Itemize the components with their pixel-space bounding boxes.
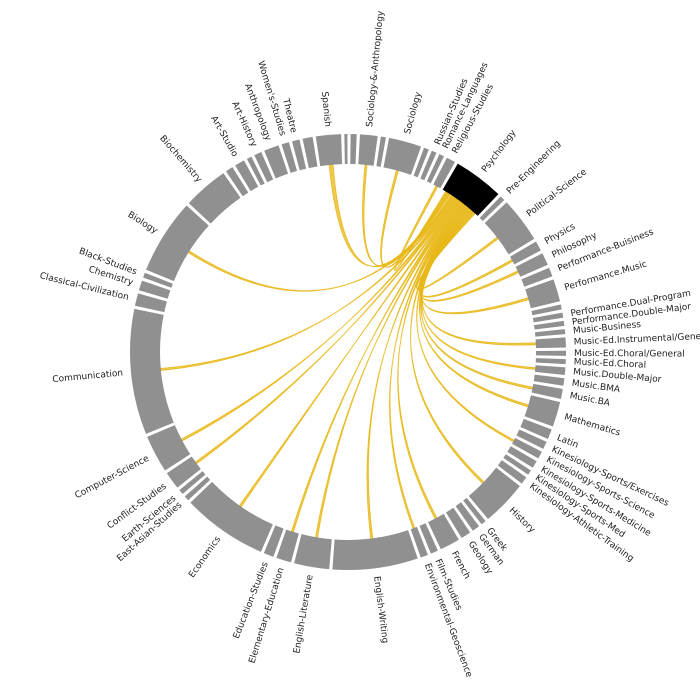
- segment-classical-civilization: [134, 293, 167, 313]
- segment-sociology-anthropology: [358, 134, 378, 166]
- segment-music-business: [534, 329, 566, 337]
- segment-unlabeled-4: [376, 136, 386, 167]
- segment-elementary-education: [276, 529, 299, 563]
- label-art-studio: Art-Studio: [208, 114, 239, 159]
- segment-greek: [463, 497, 486, 525]
- label-political-science: Political-Science: [525, 167, 589, 219]
- segment-performance-dual-program: [532, 312, 564, 323]
- label-sociology: Sociology: [403, 90, 424, 135]
- segment-physics: [510, 241, 541, 265]
- segment-music-double-major: [534, 365, 566, 376]
- segment-education-studies: [263, 525, 284, 557]
- segment-unlabeled-2: [350, 134, 357, 165]
- segment-music-ed-instrumental-general: [535, 337, 566, 349]
- segment-religious-studies: [433, 157, 455, 189]
- segment-economics: [190, 481, 273, 552]
- label-spanish: Spanish: [319, 91, 332, 127]
- label-biochemistry: Biochemistry: [157, 134, 204, 186]
- label-economics: Economics: [187, 534, 223, 580]
- segment-black-studies: [143, 272, 173, 288]
- label-english-literature: English-Literature: [292, 574, 315, 655]
- segment-communication: [129, 308, 174, 434]
- segment-geology: [445, 507, 471, 539]
- segment-computer-science: [147, 425, 191, 471]
- segment-theatre: [292, 139, 307, 171]
- segment-english-writing: [332, 530, 418, 570]
- segment-performance-buisiness: [521, 267, 553, 287]
- segment-art-studio: [235, 160, 259, 192]
- segment-kinesiology-sports-medicine: [507, 446, 537, 468]
- segment-unlabeled-58: [246, 156, 265, 186]
- segment-french: [428, 513, 459, 550]
- segment-conflict-studies: [166, 456, 201, 488]
- segment-romance-languages: [426, 154, 445, 184]
- segment-psychology: [442, 163, 499, 216]
- segment-east-asian-studies: [184, 476, 211, 501]
- label-music-ba: Music.BA: [569, 391, 612, 409]
- segment-latin: [520, 418, 552, 439]
- segment-history: [468, 467, 520, 520]
- segment-earth-sciences: [179, 471, 206, 495]
- segment-kinesiology-athletic-training: [497, 460, 527, 484]
- label-computer-science: Computer-Science: [73, 454, 151, 502]
- segment-kinesiology-sports-exercises: [516, 429, 547, 449]
- segment-unlabeled-1: [344, 134, 348, 165]
- label-music-ed-choral-general: Music-Ed.Choral/General: [574, 349, 685, 360]
- ribbon-layer: [160, 164, 537, 540]
- segment-unlabeled-17: [531, 304, 562, 316]
- segment-women-s-studies: [281, 142, 298, 173]
- ribbon-psychology-computer-science: [180, 196, 457, 442]
- segment-biochemistry: [188, 173, 241, 224]
- segment-anthropology: [264, 145, 289, 179]
- segment-mathematics: [524, 395, 561, 427]
- label-pre-engineering: Pre-Engineering: [505, 139, 563, 197]
- segment-film-studies: [419, 523, 438, 554]
- label-psychology: Psychology: [480, 128, 519, 175]
- label-biology: Biology: [126, 210, 160, 237]
- segment-performance-music: [525, 279, 561, 309]
- segment-music-bma: [533, 374, 565, 386]
- label-english-writing: English-Writing: [371, 576, 389, 644]
- segment-philosophy: [515, 253, 548, 277]
- segment-russian-studies: [420, 150, 437, 181]
- segment-music-ed-choral-general: [535, 350, 566, 356]
- segment-unlabeled-56: [225, 167, 249, 197]
- segment-biology: [146, 205, 209, 282]
- segment-sociology: [383, 137, 422, 175]
- segment-spanish: [315, 134, 343, 167]
- segment-environmental-geoscience: [410, 526, 428, 558]
- segment-german: [455, 502, 480, 531]
- label-communication: Communication: [52, 369, 124, 386]
- segment-political-science: [484, 202, 535, 255]
- segment-music-ed-choral: [535, 358, 566, 365]
- segment-english-literature: [294, 534, 332, 570]
- label-music-ed-choral: Music-Ed.Choral: [574, 358, 647, 371]
- segment-kinesiology-sports-med: [503, 454, 531, 475]
- label-mathematics: Mathematics: [563, 412, 622, 438]
- segment-chemistry: [138, 280, 171, 299]
- label-history: History: [507, 506, 537, 536]
- segment-unlabeled-6: [413, 147, 429, 178]
- segment-unlabeled-63: [302, 136, 318, 169]
- arc-layer: [129, 134, 566, 570]
- label-french: French: [449, 550, 472, 581]
- segment-art-history: [254, 152, 274, 183]
- segment-music-ba: [531, 383, 563, 399]
- segment-kinesiology-sports-science: [512, 437, 542, 459]
- segment-pre-engineering: [479, 196, 505, 221]
- label-sociology-anthropology: Sociology-&-Anthropology: [365, 10, 386, 128]
- segment-performance-double-major: [534, 320, 565, 330]
